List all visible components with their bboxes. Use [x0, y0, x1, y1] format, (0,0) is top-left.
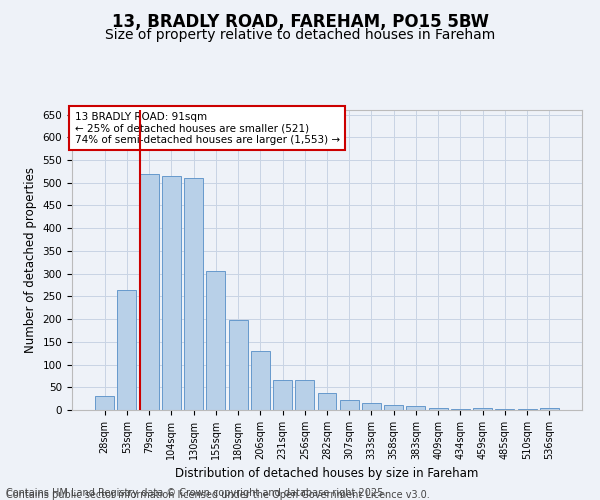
Bar — [429, 408, 448, 410]
Bar — [496, 408, 514, 410]
Bar — [162, 176, 181, 410]
Bar — [317, 392, 337, 410]
Bar — [251, 351, 270, 410]
Y-axis label: Number of detached properties: Number of detached properties — [24, 167, 37, 353]
Bar — [518, 408, 536, 410]
X-axis label: Distribution of detached houses by size in Fareham: Distribution of detached houses by size … — [175, 468, 479, 480]
Bar — [273, 380, 292, 410]
Bar — [229, 320, 248, 410]
Bar — [118, 290, 136, 410]
Bar — [206, 272, 225, 410]
Text: Contains HM Land Registry data © Crown copyright and database right 2025.: Contains HM Land Registry data © Crown c… — [6, 488, 386, 498]
Text: 13, BRADLY ROAD, FAREHAM, PO15 5BW: 13, BRADLY ROAD, FAREHAM, PO15 5BW — [112, 12, 488, 30]
Bar — [406, 406, 425, 410]
Bar — [540, 408, 559, 410]
Bar — [451, 408, 470, 410]
Text: Size of property relative to detached houses in Fareham: Size of property relative to detached ho… — [105, 28, 495, 42]
Bar — [473, 408, 492, 410]
Bar — [340, 400, 359, 410]
Bar — [140, 174, 158, 410]
Text: 13 BRADLY ROAD: 91sqm
← 25% of detached houses are smaller (521)
74% of semi-det: 13 BRADLY ROAD: 91sqm ← 25% of detached … — [74, 112, 340, 144]
Bar — [384, 406, 403, 410]
Bar — [295, 380, 314, 410]
Bar — [362, 403, 381, 410]
Text: Contains public sector information licensed under the Open Government Licence v3: Contains public sector information licen… — [6, 490, 430, 500]
Bar — [95, 396, 114, 410]
Bar — [184, 178, 203, 410]
